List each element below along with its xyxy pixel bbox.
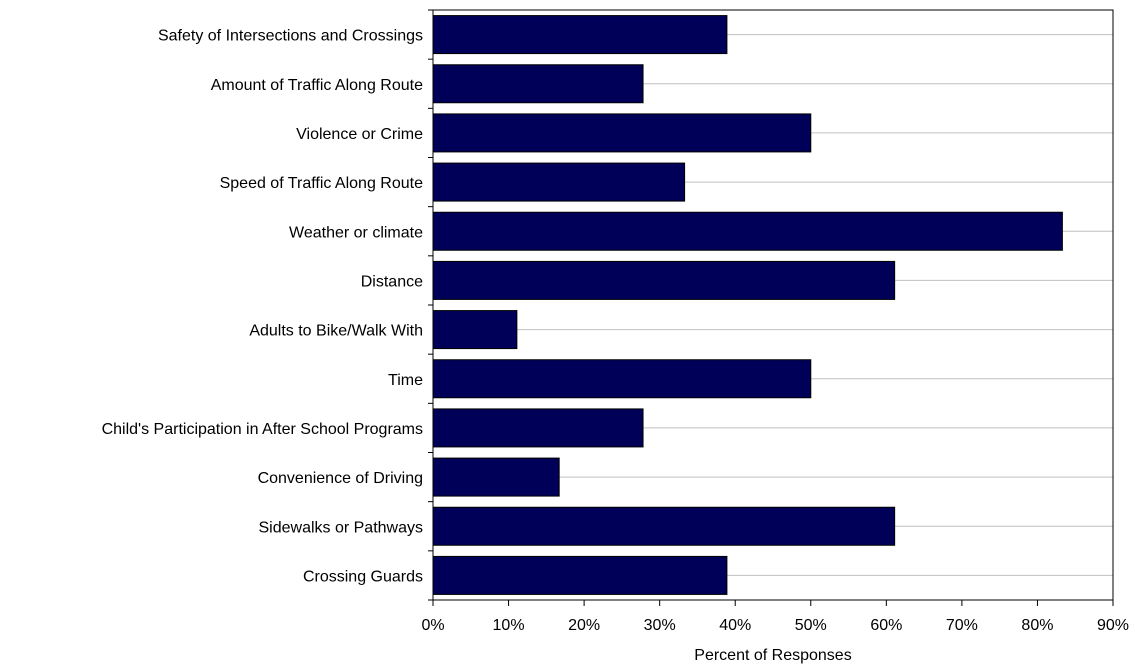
axes — [428, 9, 1114, 606]
x-tick-label: 80% — [1021, 617, 1053, 634]
bar — [432, 64, 644, 104]
category-label: Weather or climate — [289, 224, 423, 241]
bar — [432, 260, 896, 300]
category-label: Sidewalks or Pathways — [258, 519, 423, 536]
x-tick-label: 30% — [644, 617, 676, 634]
bar — [432, 457, 560, 497]
category-label: Time — [388, 372, 423, 389]
category-label: Distance — [361, 273, 423, 290]
x-tick-label: 50% — [795, 617, 827, 634]
category-label: Child's Participation in After School Pr… — [102, 421, 423, 438]
x-tick-label: 60% — [870, 617, 902, 634]
category-label: Adults to Bike/Walk With — [249, 323, 423, 340]
x-axis-title: Percent of Responses — [694, 647, 851, 664]
category-label: Amount of Traffic Along Route — [211, 77, 423, 94]
bar — [432, 408, 644, 448]
bar — [432, 506, 896, 546]
x-tick-label: 20% — [568, 617, 600, 634]
bar — [432, 310, 518, 350]
bar — [432, 211, 1063, 251]
x-tick-label: 10% — [493, 617, 525, 634]
x-tick-label: 90% — [1097, 617, 1129, 634]
category-labels: Safety of Intersections and Crossings Amo… — [102, 28, 424, 586]
x-tick-label: 70% — [946, 617, 978, 634]
x-tick-label: 0% — [421, 617, 444, 634]
category-label: Safety of Intersections and Crossings — [158, 28, 423, 45]
category-label: Convenience of Driving — [258, 470, 423, 487]
bar — [432, 15, 728, 55]
bar — [432, 162, 686, 202]
bar — [432, 555, 728, 595]
bar — [432, 113, 812, 153]
category-label: Violence or Crime — [296, 126, 423, 143]
category-label: Crossing Guards — [303, 568, 423, 585]
bar — [432, 359, 812, 399]
x-tick-label: 40% — [719, 617, 751, 634]
bars — [432, 15, 1063, 595]
x-tick-labels: 0% 10% 20% 30% 40% 50% 60% 70% 80% 90% — [421, 617, 1129, 634]
category-label: Speed of Traffic Along Route — [220, 175, 424, 192]
